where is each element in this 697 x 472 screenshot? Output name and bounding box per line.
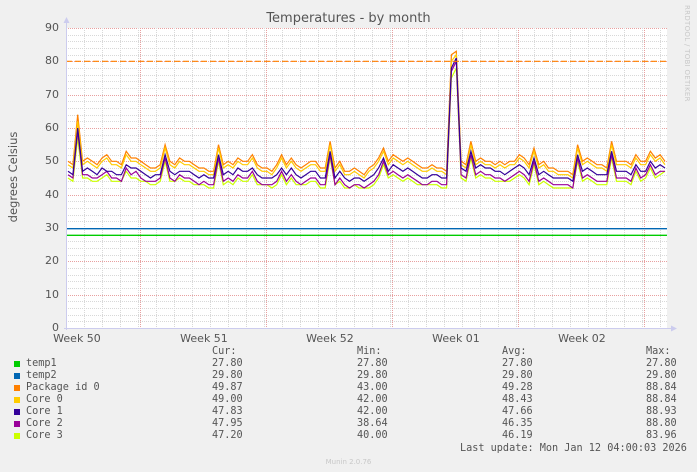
y-tick-label: 90 <box>45 21 59 34</box>
legend-series-name: Core 0 <box>26 394 63 405</box>
legend-row: Core 2 47.95 38.64 46.35 88.80 <box>12 418 692 430</box>
legend-series-name: temp2 <box>26 370 57 381</box>
legend-avg-value: 29.80 <box>502 370 533 381</box>
legend-cur-value: 47.20 <box>212 430 243 441</box>
x-tick-label: Week 01 <box>432 332 480 345</box>
legend-max-value: 27.80 <box>646 358 677 369</box>
legend-avg-value: 46.19 <box>502 430 533 441</box>
legend-min-value: 43.00 <box>357 382 388 393</box>
legend-avg-value: 27.80 <box>502 358 533 369</box>
y-axis-label: degrees Celsius <box>6 131 20 223</box>
legend-min-value: 42.00 <box>357 394 388 405</box>
legend-header-max: Max: <box>646 346 671 357</box>
legend-swatch-icon <box>14 433 20 439</box>
y-tick-label: 30 <box>45 221 59 234</box>
series-line <box>67 57 666 183</box>
legend-row: Core 1 47.83 42.00 47.66 88.93 <box>12 406 692 418</box>
legend-series-name: temp1 <box>26 358 57 369</box>
legend-avg-value: 48.43 <box>502 394 533 405</box>
legend-max-value: 83.96 <box>646 430 677 441</box>
legend-max-value: 88.80 <box>646 418 677 429</box>
munin-version: Munin 2.0.76 <box>325 458 372 466</box>
y-tick-label: 20 <box>45 254 59 268</box>
series-lines <box>66 50 667 236</box>
legend-header-min: Min: <box>357 346 382 357</box>
legend-swatch-icon <box>14 361 20 367</box>
legend-series-name: Core 3 <box>26 430 63 441</box>
chart-title: Temperatures - by month <box>266 11 431 26</box>
legend-swatch-icon <box>14 373 20 379</box>
series-line <box>67 50 666 176</box>
legend-min-value: 27.80 <box>357 358 388 369</box>
legend-swatch-icon <box>14 385 20 391</box>
legend-avg-value: 49.28 <box>502 382 533 393</box>
legend-min-value: 38.64 <box>357 418 388 429</box>
y-tick-label: 70 <box>45 87 59 101</box>
y-tick-label: 60 <box>45 121 59 134</box>
x-tick-label: Week 51 <box>180 332 228 345</box>
legend-series-name: Core 2 <box>26 418 63 429</box>
grid-lines <box>66 28 667 329</box>
legend-row: Core 0 49.00 42.00 48.43 88.84 <box>12 394 692 406</box>
y-tick-label: 80 <box>45 54 59 68</box>
legend-header-avg: Avg: <box>502 346 527 357</box>
legend-cur-value: 47.83 <box>212 406 243 417</box>
legend-min-value: 29.80 <box>357 370 388 381</box>
legend-swatch-icon <box>14 421 20 427</box>
legend-cur-value: 27.80 <box>212 358 243 369</box>
y-tick-label: 0 <box>52 321 59 334</box>
axes <box>63 17 677 332</box>
legend-series-name: Core 1 <box>26 406 63 417</box>
x-tick-label: Week 52 <box>306 332 354 345</box>
legend-row: Package id 0 49.87 43.00 49.28 88.84 <box>12 382 692 394</box>
legend-swatch-icon <box>14 409 20 415</box>
y-tick-label: 10 <box>45 287 59 301</box>
legend-min-value: 40.00 <box>357 430 388 441</box>
last-update: Last update: Mon Jan 12 04:00:03 2026 <box>460 443 687 454</box>
legend-row: temp2 29.80 29.80 29.80 29.80 <box>12 370 692 382</box>
legend-cur-value: 29.80 <box>212 370 243 381</box>
legend-min-value: 42.00 <box>357 406 388 417</box>
y-tick-label: 50 <box>45 154 59 168</box>
x-tick-label: Week 02 <box>558 332 606 345</box>
legend-row: Core 3 47.20 40.00 46.19 83.96 <box>12 430 692 442</box>
y-tick-label: 40 <box>45 187 59 201</box>
legend-avg-value: 47.66 <box>502 406 533 417</box>
legend-max-value: 88.84 <box>646 382 677 393</box>
legend-header-cur: Cur: <box>212 346 237 357</box>
legend-avg-value: 46.35 <box>502 418 533 429</box>
legend-cur-value: 49.87 <box>212 382 243 393</box>
legend-swatch-icon <box>14 397 20 403</box>
legend-max-value: 88.93 <box>646 406 677 417</box>
legend-max-value: 29.80 <box>646 370 677 381</box>
legend-cur-value: 49.00 <box>212 394 243 405</box>
legend-cur-value: 47.95 <box>212 418 243 429</box>
legend-row: temp1 27.80 27.80 27.80 27.80 <box>12 358 692 370</box>
legend-max-value: 88.84 <box>646 394 677 405</box>
legend-series-name: Package id 0 <box>26 382 100 393</box>
series-line <box>67 67 666 189</box>
series-line <box>67 52 666 180</box>
x-tick-label: Week 50 <box>53 332 101 345</box>
series-line <box>67 61 665 190</box>
rrdtool-watermark: RRDTOOL / TOBI OETIKER <box>683 5 691 102</box>
